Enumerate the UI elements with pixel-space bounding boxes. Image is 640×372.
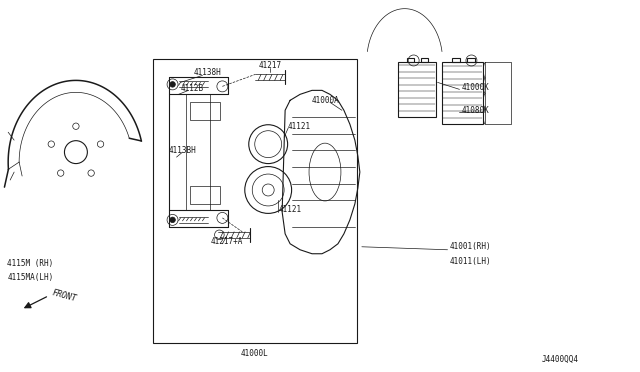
Text: 41217+A: 41217+A xyxy=(211,237,243,246)
Text: 41001(RH): 41001(RH) xyxy=(449,242,491,251)
Text: 4113BH: 4113BH xyxy=(168,145,196,155)
Bar xyxy=(191,102,220,120)
Text: 4115MA(LH): 4115MA(LH) xyxy=(7,273,53,282)
Text: 41121: 41121 xyxy=(278,205,301,214)
Circle shape xyxy=(170,217,175,223)
Bar xyxy=(407,58,414,62)
Text: 41138H: 41138H xyxy=(193,68,221,77)
Bar xyxy=(467,58,475,62)
Text: 41011(LH): 41011(LH) xyxy=(449,257,491,266)
Text: 41080K: 41080K xyxy=(461,106,489,115)
Bar xyxy=(397,62,436,117)
Circle shape xyxy=(170,81,175,87)
Text: 41121: 41121 xyxy=(288,122,311,131)
Text: 4115M (RH): 4115M (RH) xyxy=(7,259,53,268)
Bar xyxy=(191,186,220,204)
Text: 4112B: 4112B xyxy=(180,84,204,93)
Text: 41217: 41217 xyxy=(258,61,282,70)
Bar xyxy=(421,58,428,62)
Text: FRONT: FRONT xyxy=(51,288,77,303)
Bar xyxy=(452,58,460,62)
Text: 41000L: 41000L xyxy=(241,349,269,358)
Bar xyxy=(442,62,483,124)
Text: 41000K: 41000K xyxy=(461,83,489,92)
Bar xyxy=(152,60,357,343)
Text: 41000A: 41000A xyxy=(312,96,340,105)
Text: J4400QQ4: J4400QQ4 xyxy=(542,355,579,364)
